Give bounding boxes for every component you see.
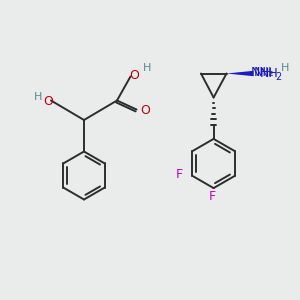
Text: H: H — [281, 63, 289, 73]
Text: NH: NH — [260, 67, 278, 80]
Text: F: F — [208, 190, 216, 203]
Text: O: O — [140, 104, 150, 118]
Text: O: O — [129, 69, 139, 82]
Text: NH₂: NH₂ — [251, 66, 275, 80]
Text: 2: 2 — [275, 71, 281, 82]
Text: F: F — [176, 168, 183, 181]
Text: H: H — [143, 63, 151, 73]
Text: O: O — [43, 94, 53, 108]
Polygon shape — [226, 71, 254, 76]
Text: H: H — [34, 92, 43, 103]
Text: NH: NH — [254, 66, 272, 80]
